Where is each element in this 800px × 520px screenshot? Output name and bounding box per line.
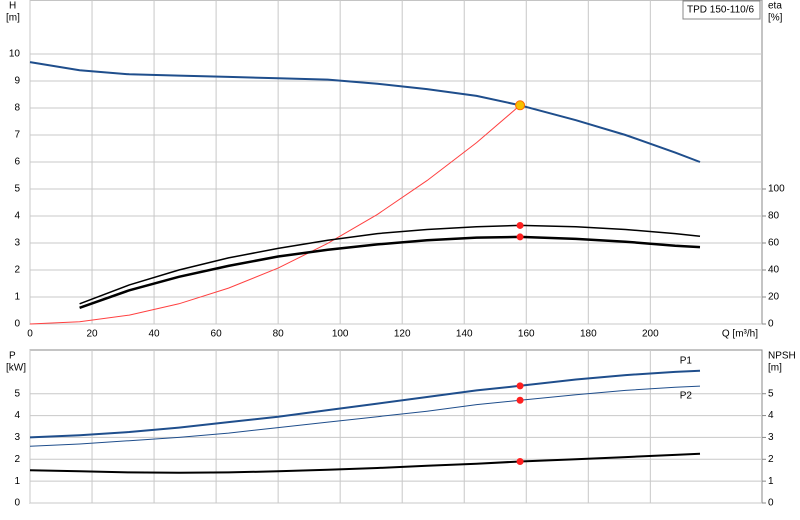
duty-point (516, 221, 524, 229)
x-tick-label: 120 (394, 329, 411, 340)
series-label: P2 (680, 391, 693, 402)
chart-title: TPD 150-110/6 (687, 5, 755, 16)
y-tick-label: 6 (14, 157, 20, 168)
y-tick-label: 7 (14, 130, 20, 141)
x-tick-label: 160 (518, 329, 535, 340)
y-tick-label: 9 (14, 76, 20, 87)
y2-axis-label: eta (768, 1, 782, 12)
duty-point (516, 457, 524, 465)
y-axis-unit: [kW] (6, 363, 26, 374)
y-tick-label: 10 (9, 49, 21, 60)
y2-axis-label: NPSH (768, 351, 796, 362)
x-tick-label: 180 (580, 329, 597, 340)
curve (79, 235, 701, 309)
y-tick-label: 4 (14, 410, 20, 421)
x-tick-label: 0 (27, 329, 33, 340)
y-tick-label: 4 (14, 211, 20, 222)
y-tick-label: 5 (14, 388, 20, 399)
y-tick-label: 3 (14, 432, 20, 443)
title-box (682, 0, 761, 20)
y2-tick-label: 20 (768, 292, 780, 303)
y2-tick-label: 80 (768, 211, 780, 222)
curve (29, 61, 701, 163)
y-tick-label: 8 (14, 103, 20, 114)
duty-point (516, 382, 524, 390)
y2-tick-label: 3 (768, 432, 774, 443)
y-tick-label: 2 (14, 265, 20, 276)
y2-tick-label: 100 (768, 184, 785, 195)
y-axis-label: H (9, 1, 16, 12)
curve (29, 369, 701, 439)
y2-axis-unit: [m] (768, 363, 782, 374)
y-axis-label: P (9, 351, 16, 362)
curve (29, 104, 521, 325)
curve (29, 385, 701, 447)
x-tick-label: 80 (273, 329, 285, 340)
curve (29, 452, 701, 474)
x-tick-label: 100 (332, 329, 349, 340)
y2-axis-unit: [%] (768, 13, 783, 24)
y2-tick-label: 0 (768, 498, 774, 509)
y2-tick-label: 40 (768, 265, 780, 276)
duty-point (515, 100, 526, 111)
y-tick-label: 0 (14, 319, 20, 330)
x-tick-label: 140 (456, 329, 473, 340)
y-tick-label: 1 (14, 476, 20, 487)
y-tick-label: 3 (14, 238, 20, 249)
x-tick-label: 200 (642, 329, 659, 340)
y2-tick-label: 2 (768, 454, 774, 465)
y2-tick-label: 1 (768, 476, 774, 487)
y-tick-label: 5 (14, 184, 20, 195)
y2-tick-label: 60 (768, 238, 780, 249)
x-tick-label: 20 (86, 329, 98, 340)
y-tick-label: 1 (14, 292, 20, 303)
y-tick-label: 2 (14, 454, 20, 465)
duty-point (516, 396, 524, 404)
y2-tick-label: 4 (768, 410, 774, 421)
y2-tick-label: 0 (768, 319, 774, 330)
duty-point (516, 233, 524, 241)
x-tick-label: 40 (149, 329, 161, 340)
curve (79, 224, 701, 305)
y-tick-label: 0 (14, 498, 20, 509)
x-tick-label: 60 (211, 329, 223, 340)
y-axis-unit: [m] (6, 13, 20, 24)
series-label: P1 (680, 355, 693, 366)
x-axis-label: Q [m³/h] (722, 329, 758, 340)
y2-tick-label: 5 (768, 388, 774, 399)
